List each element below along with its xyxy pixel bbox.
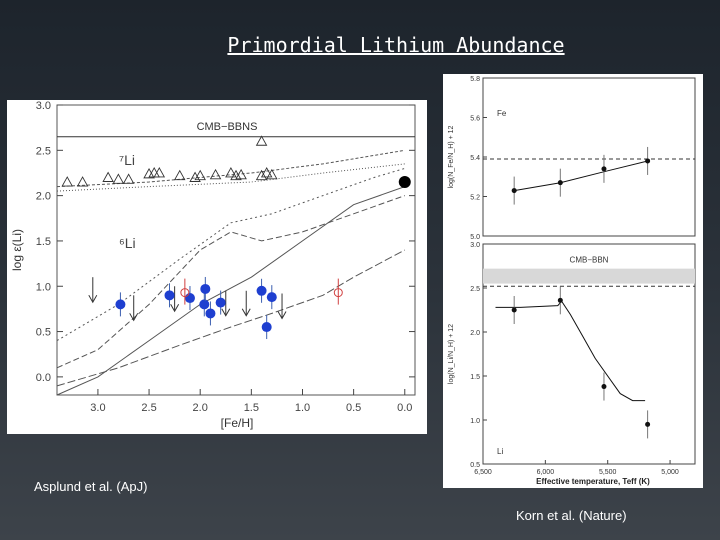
li7-model-curve-2 (56, 163, 405, 192)
upper-limit-arrowhead (241, 308, 251, 317)
slide-title: Primordial Lithium Abundance (227, 33, 565, 57)
left-y-axis-label: log ε(Li) (10, 229, 24, 271)
li7-triangle-point (235, 168, 247, 180)
korn-chart: 5.0 5.2 5.4 5.6 5.8 Fe log(N_Fe/N_H) + 12 CMB−… (443, 74, 703, 488)
li6-detection-point (261, 322, 272, 333)
y-tick-label: 0.0 (36, 372, 51, 384)
y-tick-label: 2.0 (470, 330, 480, 337)
right-x-axis-label: Effective temperature, Teff (K) (536, 477, 650, 486)
y-tick-label: 5.2 (470, 195, 480, 202)
li6-detection-point (215, 297, 226, 308)
x-tick-label: 0.5 (346, 402, 361, 414)
x-tick-label: 5,500 (599, 469, 617, 476)
y-tick-label: 5.0 (470, 234, 480, 241)
li6-label: ⁶Li (119, 235, 136, 251)
cmb-bbns-label: CMB−BBNS (197, 121, 258, 133)
left-plot-frame (56, 104, 416, 396)
data-point (511, 188, 517, 194)
x-tick-label: 1.0 (295, 402, 310, 414)
upper-limit-arrowhead (129, 313, 139, 322)
caption-korn: Korn et al. (Nature) (516, 508, 627, 523)
data-point (645, 158, 651, 164)
li6-detection-point (184, 293, 195, 304)
y-tick-label: 5.8 (470, 76, 480, 83)
data-point (645, 421, 651, 427)
li7-triangle-point (122, 173, 135, 184)
x-tick-label: 5,000 (661, 469, 679, 476)
li7-triangle-point (61, 176, 73, 187)
data-point (601, 384, 607, 390)
li7-triangle-point (255, 135, 268, 146)
li6-detection-point (164, 290, 175, 301)
left-x-axis-label: [Fe/H] (221, 416, 254, 430)
li6-red-point (180, 288, 190, 298)
y-tick-label: 0.5 (36, 327, 51, 339)
model-curve (495, 300, 646, 402)
x-tick-label: 3.0 (90, 402, 105, 414)
panel-y-axis-label: log(N_Li/N_H) + 12 (448, 324, 455, 384)
x-tick-label: 1.5 (244, 402, 259, 414)
li7-triangle-point (225, 167, 237, 178)
cmb-bbn-label: CMB−BBN (570, 256, 609, 265)
li6-detection-point (199, 299, 210, 310)
y-tick-label: 2.5 (36, 145, 51, 157)
li6-model-curve-2 (56, 195, 405, 369)
li6-detection-point (200, 283, 211, 294)
li6-model-curve-4 (56, 249, 406, 387)
y-tick-label: 2.5 (470, 286, 480, 293)
li6-detection-point (256, 285, 267, 296)
li7-triangle-point (76, 176, 89, 187)
li6-model-curve-3 (56, 167, 405, 342)
li7-triangle-point (102, 171, 114, 182)
data-point (511, 307, 517, 313)
data-marks (61, 135, 411, 340)
panel-element-label: Li (497, 447, 503, 456)
y-tick-label: 1.0 (470, 418, 480, 425)
model-curve (514, 160, 648, 192)
panel-element-label: Fe (497, 109, 507, 118)
panel-y-axis-label: log(N_Fe/N_H) + 12 (448, 125, 455, 188)
caption-asplund: Asplund et al. (ApJ) (34, 479, 148, 494)
upper-limit-arrowhead (221, 308, 231, 317)
y-tick-label: 5.4 (470, 155, 480, 162)
li7-triangle-point (194, 169, 206, 181)
li7-triangle-point (189, 171, 201, 182)
li7-label: ⁷Li (119, 152, 135, 168)
upper-limit-arrowhead (170, 304, 180, 313)
x-tick-label: 2.0 (193, 402, 208, 414)
y-tick-label: 1.0 (36, 281, 51, 293)
x-tick-label: 2.5 (141, 402, 156, 414)
li7-triangle-point (112, 173, 125, 184)
x-tick-label: 6,000 (537, 469, 555, 476)
y-tick-label: 3.0 (470, 242, 480, 249)
li6-detection-point (266, 292, 277, 303)
li7-triangle-point (260, 167, 273, 178)
asplund-chart: 0.0 0.5 1.0 1.5 2.0 2.5 3.0 3.0 2.5 2.0 1.5 1.0 0.5 0… (7, 100, 427, 434)
data-point (601, 166, 607, 172)
solar-value-point (398, 176, 411, 189)
x-tick-label: 6,500 (474, 469, 492, 476)
data-point (557, 180, 563, 186)
li7-triangle-point (266, 168, 278, 180)
data-point (557, 297, 563, 303)
y-tick-label: 2.0 (36, 191, 51, 203)
cmb-bbn-band (483, 268, 695, 284)
li7-triangle-point (209, 168, 222, 180)
y-tick-label: 1.5 (36, 236, 51, 248)
y-tick-label: 0.5 (470, 462, 480, 469)
li6-detection-point (205, 308, 216, 319)
upper-limit-arrowhead (277, 311, 287, 320)
x-tick-label: 0.0 (397, 402, 412, 414)
li7-triangle-point (255, 169, 268, 181)
li6-detection-point (115, 299, 126, 310)
y-tick-label: 5.6 (470, 116, 480, 123)
li6-red-point (333, 288, 343, 298)
upper-limit-arrowhead (88, 294, 98, 304)
panel-frame (482, 77, 696, 237)
li7-triangle-point (153, 167, 166, 178)
y-tick-label: 3.0 (36, 100, 51, 112)
y-tick-label: 1.5 (470, 374, 480, 381)
li7-triangle-point (173, 169, 186, 181)
